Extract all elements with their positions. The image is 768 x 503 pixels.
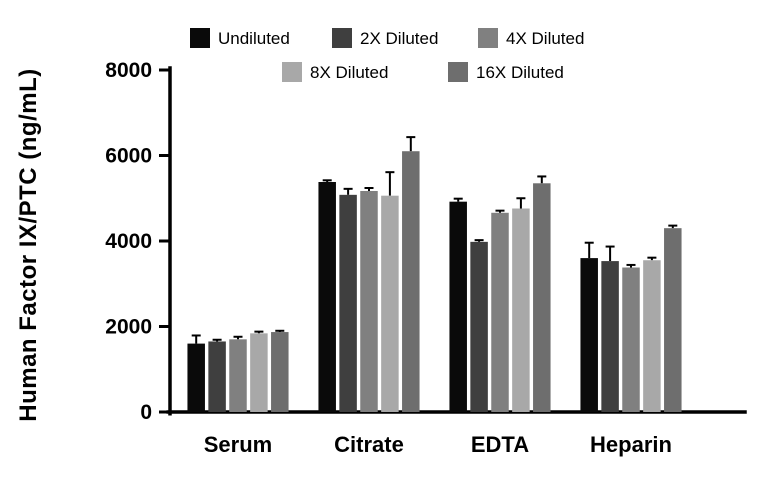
legend-swatch: [448, 62, 468, 82]
bar-citrate-series-4: [402, 151, 420, 412]
bar-edta-series-1: [470, 241, 488, 412]
y-tick-label: 4000: [105, 230, 152, 253]
y-tick-label: 6000: [105, 145, 152, 168]
x-category-label: EDTA: [471, 432, 529, 457]
x-category-label: Citrate: [334, 432, 404, 457]
bar-edta-series-4: [533, 183, 551, 412]
y-tick-label: 2000: [105, 316, 152, 339]
bar-heparin-series-3: [643, 260, 661, 412]
legend-swatch: [332, 28, 352, 48]
legend-item-label: Undiluted: [218, 29, 290, 48]
legend-item-label: 4X Diluted: [506, 29, 584, 48]
bar-edta-series-0: [449, 201, 467, 412]
bar-heparin-series-4: [664, 228, 682, 412]
bar-serum-series-4: [271, 332, 289, 412]
legend-swatch: [190, 28, 210, 48]
bar-citrate-series-0: [318, 182, 336, 412]
bar-serum-series-1: [208, 341, 226, 412]
bar-citrate-series-3: [381, 195, 399, 412]
bar-edta-series-2: [491, 212, 509, 412]
bar-heparin-series-0: [580, 258, 598, 412]
bar-serum-series-2: [229, 339, 247, 412]
y-tick-label: 0: [140, 401, 152, 424]
bar-citrate-series-2: [360, 190, 378, 412]
plot-area: 0 2000 4000 6000 8000 Serum Citrate EDTA Heparin: [105, 59, 747, 457]
legend-swatch: [478, 28, 498, 48]
bar-citrate-series-1: [339, 194, 357, 412]
bar-heparin-series-1: [601, 261, 619, 412]
legend: Undiluted 2X Diluted 4X Diluted 8X Diluted 1…: [190, 28, 584, 82]
bar-serum-series-0: [187, 343, 205, 412]
legend-swatch: [282, 62, 302, 82]
bar-edta-series-3: [512, 208, 530, 412]
legend-item-label: 2X Diluted: [360, 29, 438, 48]
bar-serum-series-3: [250, 333, 268, 412]
legend-item-label: 16X Diluted: [476, 63, 564, 82]
x-category-label: Serum: [204, 432, 272, 457]
bar-heparin-series-2: [622, 267, 640, 412]
y-axis-title: Human Factor IX/PTC (ng/mL): [15, 68, 42, 422]
y-tick-label: 8000: [105, 59, 152, 82]
legend-item-label: 8X Diluted: [310, 63, 388, 82]
x-category-label: Heparin: [590, 432, 672, 457]
